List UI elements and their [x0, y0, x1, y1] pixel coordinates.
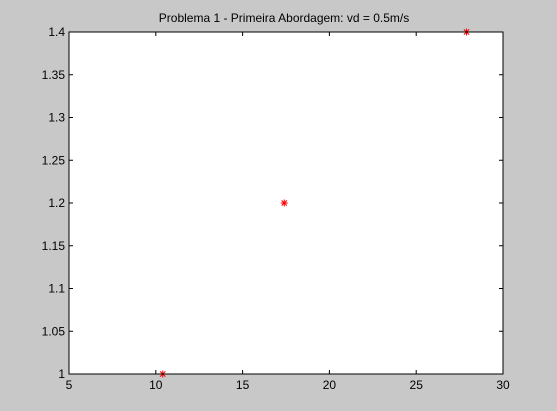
x-tick-label: 25 [410, 378, 424, 392]
marker-stroke [281, 200, 288, 206]
x-tick-label: 15 [236, 378, 250, 392]
y-tick-label: 1.25 [42, 153, 66, 167]
axis-ticks: 5 10 15 20 25 30 1 1.05 1.1 1.15 1.2 1.25 1.3 1.35 1.4 [42, 25, 510, 392]
chart-title: Problema 1 - Primeira Abordagem: vd = 0.… [159, 11, 409, 25]
y-tick-label: 1 [58, 367, 65, 381]
x-tick-label: 30 [496, 378, 510, 392]
x-tick-label: 20 [323, 378, 337, 392]
data-point [280, 199, 288, 207]
y-tick-label: 1.15 [42, 239, 66, 253]
axes-frame [68, 31, 504, 375]
y-tick-label: 1.35 [42, 68, 66, 82]
x-tick-label: 10 [149, 378, 163, 392]
y-tick-label: 1.4 [48, 25, 65, 39]
y-tick-label: 1.3 [48, 111, 65, 125]
y-tick-label: 1.2 [48, 196, 65, 210]
y-tick-label: 1.1 [48, 282, 65, 296]
x-tick-label: 5 [66, 378, 73, 392]
y-tick-label: 1.05 [42, 324, 66, 338]
